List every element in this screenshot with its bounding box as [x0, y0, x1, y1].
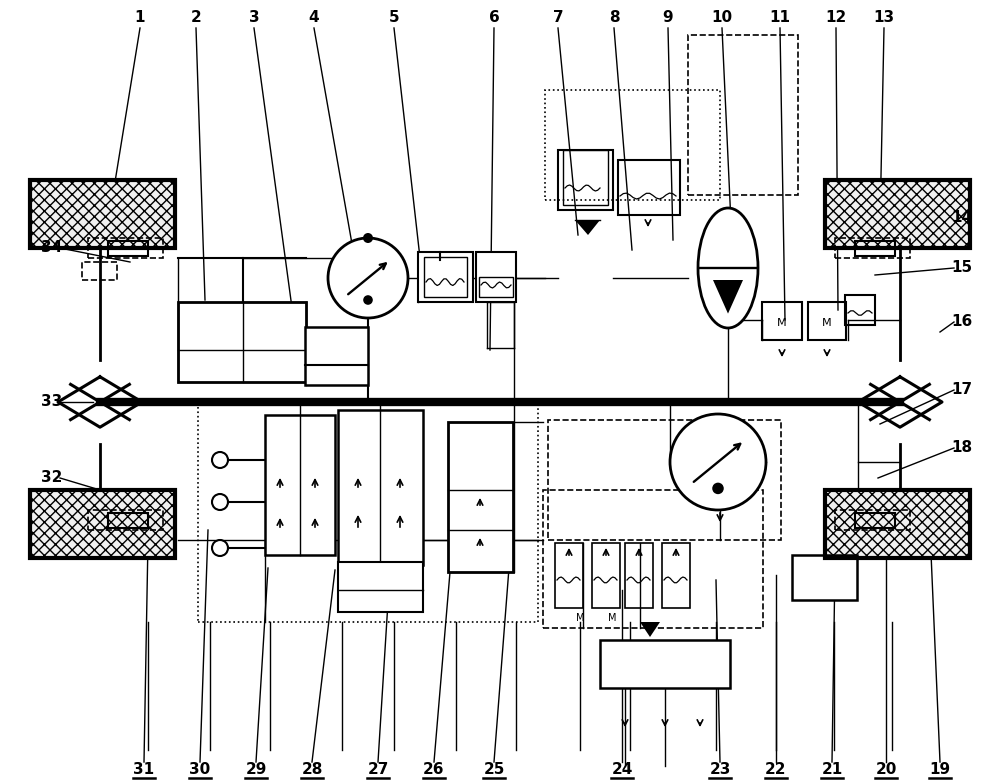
Bar	[338, 562, 423, 612]
Bar	[82, 262, 117, 280]
Text: 3: 3	[249, 10, 259, 26]
Bar	[825, 490, 970, 558]
Bar	[792, 555, 857, 600]
Bar	[545, 90, 720, 200]
Text: 6: 6	[489, 10, 499, 26]
Bar	[476, 252, 516, 302]
Polygon shape	[713, 280, 743, 314]
Bar	[548, 420, 781, 540]
Bar	[338, 410, 423, 565]
Text: 29: 29	[245, 763, 267, 778]
Bar	[88, 510, 163, 530]
Text: 25: 25	[483, 763, 505, 778]
Polygon shape	[640, 622, 660, 637]
Bar	[479, 277, 513, 297]
Bar	[424, 257, 467, 297]
Bar	[543, 490, 763, 628]
Circle shape	[212, 494, 228, 510]
Bar	[808, 302, 846, 340]
Text: 27: 27	[367, 763, 389, 778]
Bar	[825, 180, 970, 248]
Bar	[835, 510, 910, 530]
Bar	[108, 513, 148, 528]
Text: 13: 13	[873, 10, 895, 26]
Bar	[563, 150, 608, 205]
Text: 21: 21	[821, 763, 843, 778]
Text: 15: 15	[951, 261, 973, 276]
Text: 34: 34	[41, 240, 63, 255]
Text: 18: 18	[951, 441, 973, 456]
Text: M: M	[576, 613, 584, 623]
Text: 30: 30	[189, 763, 211, 778]
Text: 19: 19	[929, 763, 951, 778]
Bar	[825, 180, 970, 248]
Bar	[762, 302, 802, 340]
Text: 10: 10	[711, 10, 733, 26]
Text: 22: 22	[765, 763, 787, 778]
Bar	[855, 513, 895, 528]
Circle shape	[670, 414, 766, 510]
Text: 32: 32	[41, 471, 63, 485]
Bar	[178, 302, 306, 382]
Circle shape	[212, 540, 228, 556]
Text: 11: 11	[770, 10, 790, 26]
Bar	[30, 490, 175, 558]
Text: 17: 17	[951, 383, 973, 398]
Bar	[305, 327, 368, 385]
Bar	[265, 415, 335, 555]
Bar	[592, 543, 620, 608]
Bar	[558, 150, 613, 210]
Text: 23: 23	[709, 763, 731, 778]
Text: 14: 14	[951, 211, 973, 226]
Bar	[845, 295, 875, 325]
Bar	[835, 238, 910, 258]
Text: 8: 8	[609, 10, 619, 26]
Text: 33: 33	[41, 395, 63, 410]
Circle shape	[363, 295, 373, 305]
Bar	[855, 241, 895, 256]
Text: 1: 1	[135, 10, 145, 26]
Text: 26: 26	[423, 763, 445, 778]
Text: 24: 24	[611, 763, 633, 778]
Text: M: M	[777, 318, 787, 328]
Text: 4: 4	[309, 10, 319, 26]
Text: 12: 12	[825, 10, 847, 26]
Circle shape	[212, 452, 228, 468]
Bar	[88, 238, 163, 258]
Bar	[198, 404, 538, 622]
Circle shape	[712, 482, 724, 494]
Circle shape	[363, 233, 373, 243]
Bar	[30, 180, 175, 248]
Bar	[625, 543, 653, 608]
Text: 9: 9	[663, 10, 673, 26]
Text: 16: 16	[951, 315, 973, 330]
Text: 31: 31	[133, 763, 155, 778]
Ellipse shape	[698, 208, 758, 328]
Bar	[30, 180, 175, 248]
Bar	[825, 490, 970, 558]
Bar	[448, 422, 513, 572]
Text: 28: 28	[301, 763, 323, 778]
Text: 7: 7	[553, 10, 563, 26]
Text: 5: 5	[389, 10, 399, 26]
Bar	[618, 160, 680, 215]
Polygon shape	[575, 220, 600, 235]
Bar	[662, 543, 690, 608]
Text: M: M	[822, 318, 832, 328]
Bar	[30, 490, 175, 558]
Text: 20: 20	[875, 763, 897, 778]
Bar	[555, 543, 583, 608]
Text: M: M	[608, 613, 616, 623]
Bar	[418, 252, 473, 302]
Text: 2: 2	[191, 10, 201, 26]
Bar	[688, 35, 798, 195]
Bar	[600, 640, 730, 688]
Circle shape	[328, 238, 408, 318]
Bar	[108, 241, 148, 256]
